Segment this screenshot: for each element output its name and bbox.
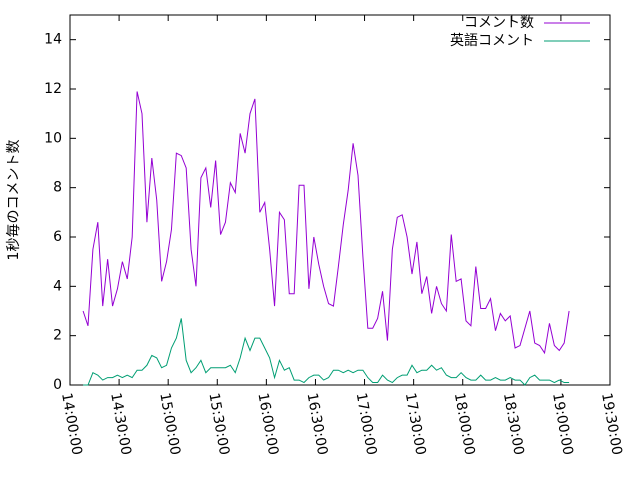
legend-label: 英語コメント — [450, 32, 534, 49]
y-tick-label: 12 — [44, 81, 62, 97]
y-tick-label: 14 — [44, 32, 62, 48]
x-tick-label: 14:30:00 — [107, 392, 134, 457]
plot-frame — [69, 14, 611, 386]
x-tick-label: 14:00:00 — [58, 392, 85, 457]
y-tick-label: 6 — [53, 229, 62, 245]
x-tick-label: 18:30:00 — [500, 392, 527, 457]
y-tick-label: 4 — [53, 278, 62, 294]
y-tick-label: 10 — [44, 130, 62, 146]
x-tick-label: 16:00:00 — [254, 392, 281, 457]
y-tick-label: 0 — [53, 377, 62, 393]
x-tick-label: 19:30:00 — [598, 392, 625, 457]
series-line — [83, 318, 570, 386]
series-line — [82, 91, 570, 355]
legend-label: コメント数 — [464, 15, 534, 31]
y-tick-label: 8 — [53, 180, 62, 196]
x-tick-label: 18:00:00 — [451, 392, 478, 457]
x-tick-label: 15:00:00 — [156, 392, 183, 457]
x-tick-label: 17:00:00 — [353, 392, 380, 457]
x-tick-label: 16:30:00 — [304, 392, 331, 457]
x-tick-label: 15:30:00 — [205, 392, 232, 457]
x-tick-label: 19:00:00 — [549, 392, 576, 457]
y-tick-label: 2 — [53, 328, 62, 344]
x-tick-label: 17:30:00 — [402, 392, 429, 457]
y-axis-label: 1秒毎のコメント数 — [6, 140, 22, 261]
